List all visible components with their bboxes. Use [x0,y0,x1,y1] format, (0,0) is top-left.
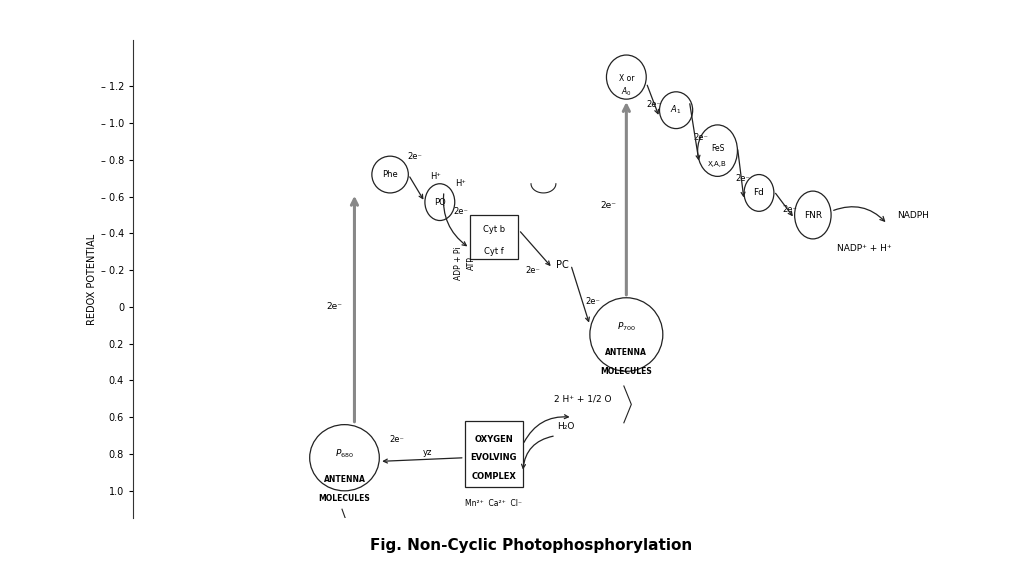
Text: 2e⁻: 2e⁻ [693,133,709,142]
Text: 2e⁻: 2e⁻ [586,297,601,306]
Text: $P_{700}$: $P_{700}$ [616,321,636,334]
Text: Fig. Non-Cyclic Photophosphorylation: Fig. Non-Cyclic Photophosphorylation [370,539,692,554]
Text: 2 H⁺ + 1/2 O: 2 H⁺ + 1/2 O [554,395,611,403]
Text: ADP + Pi: ADP + Pi [454,246,463,279]
Text: PC: PC [556,260,569,270]
Text: Phe: Phe [382,170,398,179]
Text: yz: yz [423,448,432,457]
Text: 2e⁻: 2e⁻ [646,100,662,109]
Bar [465,421,522,487]
Text: 2e⁻: 2e⁻ [735,174,750,183]
Text: 2e⁻: 2e⁻ [327,302,343,312]
Text: MOLECULES: MOLECULES [600,367,652,376]
Text: MOLECULES: MOLECULES [318,494,371,503]
Text: NADP⁺ + H⁺: NADP⁺ + H⁺ [837,244,892,253]
Text: COMPLEX: COMPLEX [471,472,516,480]
Text: 2e⁻: 2e⁻ [453,207,468,216]
Text: FeS: FeS [711,145,724,153]
Bar [470,215,518,259]
Text: OXYGEN: OXYGEN [474,435,513,444]
Text: Cyt b: Cyt b [482,225,505,234]
Text: ANTENNA: ANTENNA [605,348,647,358]
Text: PQ: PQ [434,198,445,207]
Text: H⁺: H⁺ [430,172,441,181]
Text: H⁺: H⁺ [455,179,466,188]
Text: ANTENNA: ANTENNA [324,475,366,484]
Text: ATP: ATP [467,256,476,270]
Text: X,A,B: X,A,B [709,161,727,166]
Text: EVOLVING: EVOLVING [470,453,517,462]
Text: FNR: FNR [804,210,822,219]
Text: NADPH: NADPH [897,210,930,219]
Y-axis label: REDOX POTENTIAL: REDOX POTENTIAL [87,234,96,325]
Text: $A_0$: $A_0$ [621,86,632,98]
Text: $A_1$: $A_1$ [671,104,682,116]
Text: $P_{680}$: $P_{680}$ [335,448,354,460]
Text: Cyt f: Cyt f [483,247,504,256]
Text: Fd: Fd [754,188,765,198]
Text: 2e⁻: 2e⁻ [525,266,540,275]
Text: X or: X or [618,74,634,84]
Text: H₂O: H₂O [557,422,574,431]
Text: 2e⁻: 2e⁻ [782,205,797,214]
Text: 2e⁻: 2e⁻ [600,201,616,210]
Text: 2e⁻: 2e⁻ [408,151,423,161]
Text: 2e⁻: 2e⁻ [389,435,404,444]
Text: Mn²⁺  Ca²⁺  Cl⁻: Mn²⁺ Ca²⁺ Cl⁻ [465,499,522,508]
